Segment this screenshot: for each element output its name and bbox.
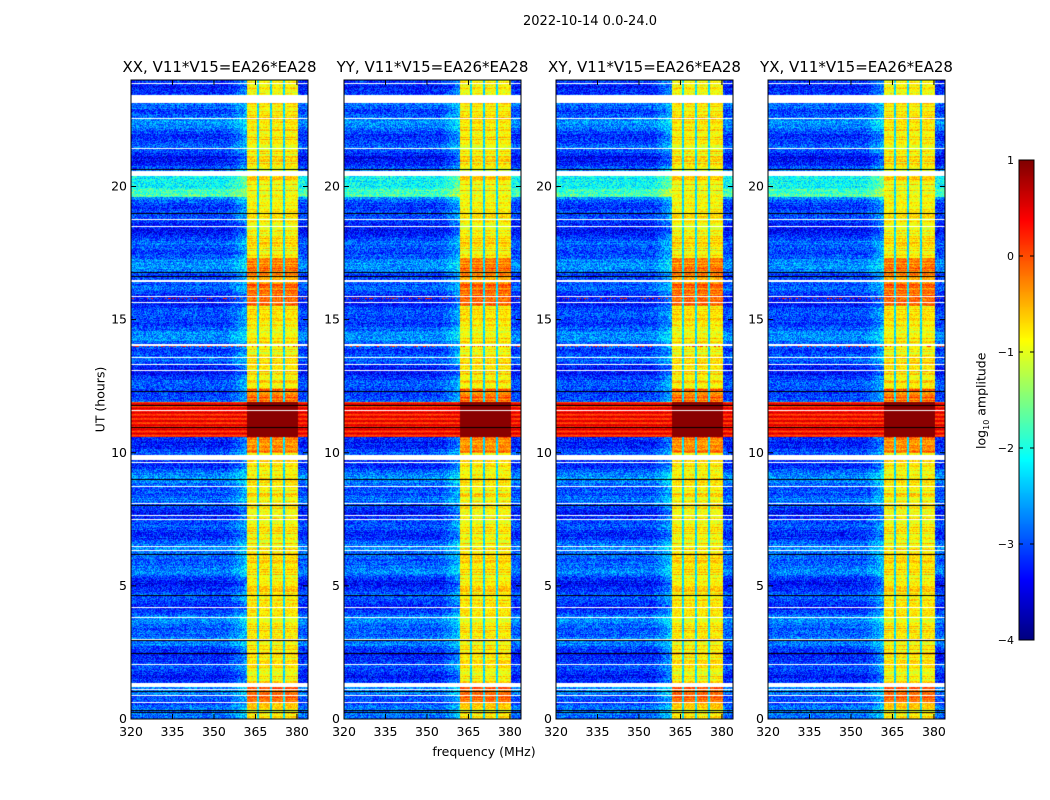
x-tick-label: 335	[161, 724, 185, 739]
heatmap	[556, 80, 733, 719]
x-tick-label: 365	[881, 724, 905, 739]
x-tick-label: 320	[544, 724, 568, 739]
panel-xy: XY, V11*V15=EA26*EA28 320 335 350 365 380 0 5 1…	[536, 58, 741, 739]
panel-title: YX, V11*V15=EA26*EA28	[760, 58, 953, 76]
x-axis-label: frequency (MHz)	[432, 744, 536, 759]
x-tick-label: 365	[669, 724, 693, 739]
x-tick-label: 380	[498, 724, 522, 739]
x-tick-label: 365	[244, 724, 268, 739]
y-axis-label: UT (hours)	[92, 366, 108, 433]
x-tick-label: 335	[586, 724, 610, 739]
x-tick-label: 350	[627, 724, 651, 739]
y-tick-label: 0	[119, 711, 127, 726]
heatmap	[131, 80, 308, 719]
colorbar-tick-label: −2	[998, 442, 1014, 455]
colorbar-tick-label: 1	[1007, 154, 1014, 167]
colorbar-tick-label: −3	[998, 538, 1014, 551]
colorbar-label-sub: 10	[981, 419, 991, 430]
x-tick-label: 350	[202, 724, 226, 739]
x-tick-label: 320	[756, 724, 780, 739]
y-tick-label: 20	[536, 179, 552, 194]
axes: 320 335 350 365 380 0 5 10 15 20	[536, 79, 734, 739]
y-tick-label: 15	[536, 312, 552, 327]
x-tick-label: 335	[374, 724, 398, 739]
y-tick-label: 5	[756, 578, 764, 593]
x-tick-label: 335	[798, 724, 822, 739]
heatmap	[344, 80, 521, 719]
y-tick-label: 10	[324, 445, 340, 460]
heatmap	[768, 80, 945, 719]
y-tick-label: 20	[324, 179, 340, 194]
y-tick-label: 0	[756, 711, 764, 726]
colorbar-tick-label: −4	[998, 634, 1014, 647]
axes-frame	[343, 79, 522, 720]
x-tick-label: 320	[119, 724, 143, 739]
panel-title: XY, V11*V15=EA26*EA28	[548, 58, 741, 76]
axes-frame	[767, 79, 946, 720]
x-tick-label: 365	[457, 724, 481, 739]
colorbar-label: log10 amplitude	[973, 341, 991, 461]
panel-title: XX, V11*V15=EA26*EA28	[122, 58, 317, 76]
figure-title: 2022-10-14 0.0-24.0	[523, 14, 657, 29]
y-tick-label: 15	[324, 312, 340, 327]
colorbar-label-suffix: amplitude	[973, 352, 989, 420]
y-tick-label: 5	[544, 578, 552, 593]
x-tick-label: 350	[839, 724, 863, 739]
y-tick-label: 10	[111, 445, 127, 460]
axes: 320 335 350 365 380 0 5 10 15 20	[111, 79, 309, 739]
colorbar-tick-label: −1	[998, 346, 1014, 359]
y-tick-label: 10	[536, 445, 552, 460]
y-tick-label: 0	[332, 711, 340, 726]
y-tick-label: 0	[544, 711, 552, 726]
x-tick-label: 380	[922, 724, 946, 739]
colorbar: 1 0 −1 −2 −3 −4	[998, 154, 1035, 647]
y-tick-label: 5	[332, 578, 340, 593]
x-tick-label: 380	[710, 724, 734, 739]
colorbar-frame	[1018, 159, 1035, 641]
axes: 320 335 350 365 380 0 5 10 15 20	[748, 79, 946, 739]
colorbar-tick-label: 0	[1007, 250, 1014, 263]
panel-title: YY, V11*V15=EA26*EA28	[336, 58, 529, 76]
axes: 320 335 350 365 380 0 5 10 15 20	[324, 79, 522, 739]
panel-xx: XX, V11*V15=EA26*EA28 320 335 350 365 380 0 5 1…	[111, 58, 316, 739]
colorbar-axis: 1 0 −1 −2 −3 −4	[998, 154, 1035, 647]
y-tick-label: 15	[111, 312, 127, 327]
axes-frame	[130, 79, 309, 720]
y-tick-label: 20	[748, 179, 764, 194]
colorbar-label-prefix: log	[973, 429, 989, 449]
x-tick-label: 350	[415, 724, 439, 739]
y-tick-label: 10	[748, 445, 764, 460]
colorbar-gradient	[1019, 160, 1034, 640]
axes-frame	[555, 79, 734, 720]
x-tick-label: 320	[332, 724, 356, 739]
x-tick-label: 380	[285, 724, 309, 739]
y-tick-label: 20	[111, 179, 127, 194]
panel-yy: YY, V11*V15=EA26*EA28 320 335 350 365 380 0 5 1…	[324, 58, 528, 739]
y-tick-label: 15	[748, 312, 764, 327]
y-tick-label: 5	[119, 578, 127, 593]
panel-yx: YX, V11*V15=EA26*EA28 320 335 350 365 380 0 5 1…	[748, 58, 953, 739]
